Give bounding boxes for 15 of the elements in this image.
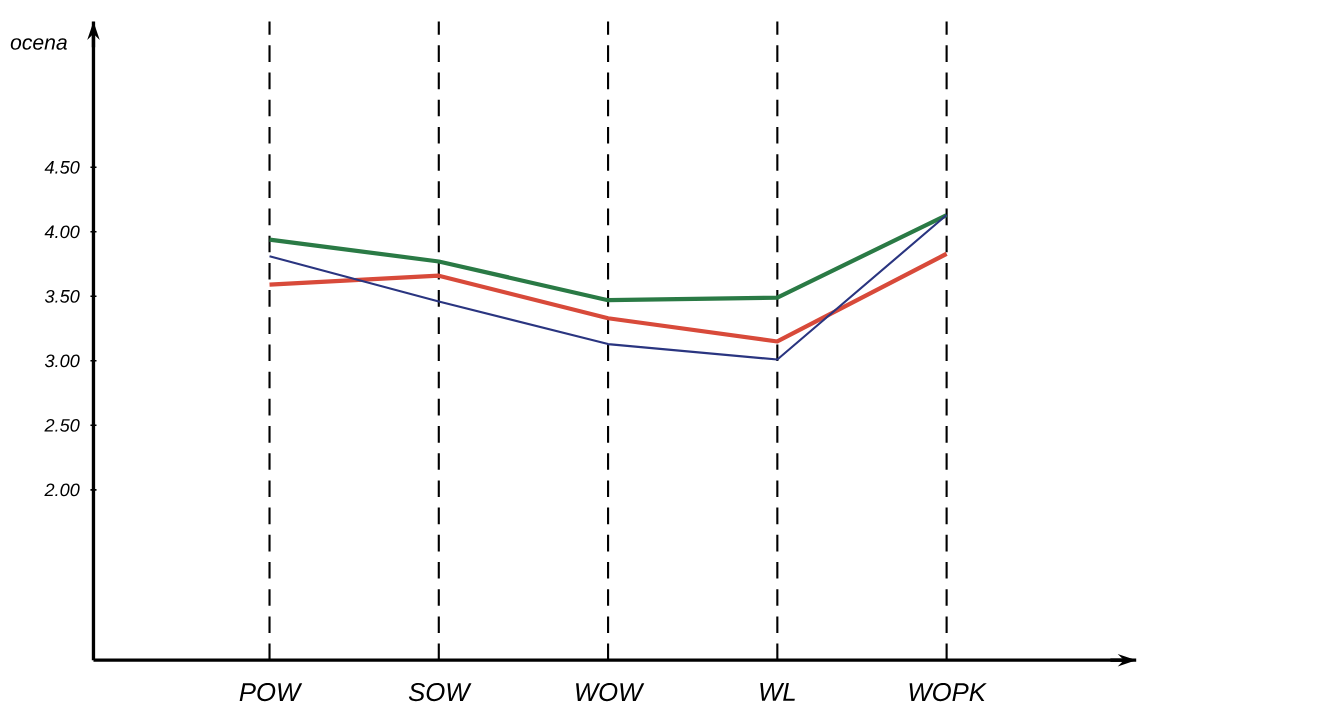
y-tick-label: 2.50 — [44, 419, 80, 432]
x-tick-label: POW — [239, 683, 303, 702]
y-tick-label: 3.50 — [44, 290, 80, 303]
y-axis-title: ocena — [10, 38, 67, 50]
x-tick-label: SOW — [408, 683, 472, 702]
y-tick-label: 2.00 — [44, 483, 80, 497]
line-series — [267, 251, 949, 344]
y-tick-label: 3.00 — [44, 354, 80, 368]
y-tick-label: 4.50 — [44, 161, 80, 174]
line-series — [267, 213, 949, 303]
line-series — [268, 214, 948, 361]
x-tick-label: WOPK — [909, 683, 987, 702]
y-tick-label: 4.00 — [44, 225, 80, 239]
x-tick-label: WL — [760, 683, 795, 701]
x-tick-label: WOW — [576, 683, 645, 702]
